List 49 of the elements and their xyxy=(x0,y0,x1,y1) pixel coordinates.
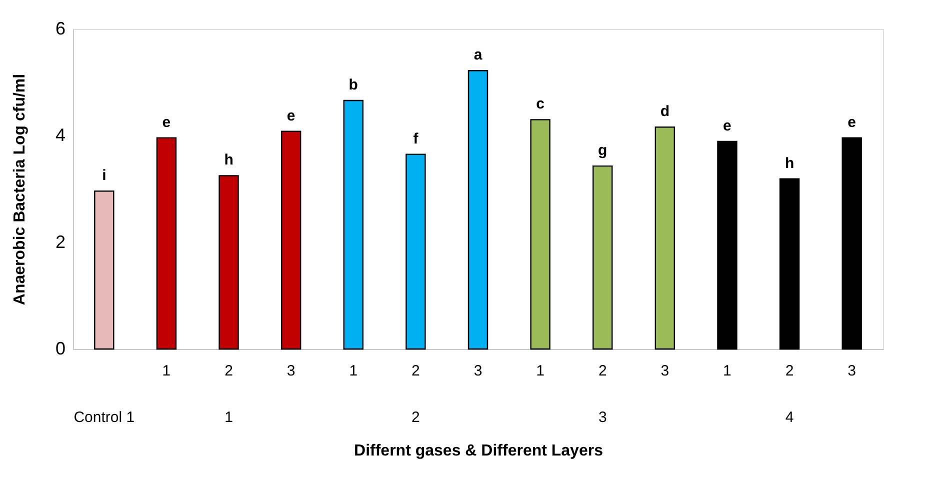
x-tick-label: 1 xyxy=(349,362,358,380)
text: 2 xyxy=(412,409,420,426)
data-label: c xyxy=(536,96,544,113)
data-label: g xyxy=(598,142,608,160)
bar xyxy=(779,178,800,350)
y-tick-label: 2 xyxy=(55,232,66,252)
data-label: b xyxy=(348,76,358,94)
text: 3 xyxy=(598,409,607,426)
data-label: e xyxy=(286,107,296,124)
x-tick-label: 2 xyxy=(785,362,794,380)
bar xyxy=(218,175,239,350)
x-tick-label: 3 xyxy=(286,362,296,380)
x-tick-label: 1 xyxy=(723,362,732,380)
bar xyxy=(468,70,488,350)
bar xyxy=(592,165,613,350)
x-tick-label: 2 xyxy=(412,362,420,380)
x-tick-label: 3 xyxy=(848,362,856,380)
y-axis-title: Anaerobic Bacteria Log cfu/ml xyxy=(11,74,28,306)
bar xyxy=(654,126,676,350)
data-label: h xyxy=(224,152,234,169)
y-tick-label: 6 xyxy=(55,18,66,38)
data-label: e xyxy=(723,118,732,135)
data-label: h xyxy=(784,154,794,172)
x-tick-label: 2 xyxy=(224,362,233,380)
data-label: a xyxy=(474,46,483,64)
x-tick-label: 1 xyxy=(162,362,171,380)
x-tick-label: 2 xyxy=(598,362,607,380)
data-label: e xyxy=(162,114,171,131)
bar xyxy=(280,130,302,350)
data-label: e xyxy=(848,114,856,131)
data-label: f xyxy=(413,130,420,148)
x-tick-label: 3 xyxy=(474,362,482,380)
bar xyxy=(717,140,738,350)
text: 1 xyxy=(224,409,233,426)
bar xyxy=(406,154,426,350)
bar xyxy=(156,137,177,350)
text: 4 xyxy=(785,409,794,426)
bar xyxy=(842,137,862,350)
bar xyxy=(94,190,114,350)
y-tick-label: 4 xyxy=(55,125,66,146)
text: Control 1 xyxy=(74,409,135,426)
y-tick-label: 0 xyxy=(55,338,66,358)
data-label: i xyxy=(102,167,106,184)
bar xyxy=(343,100,364,350)
x-axis-title: Differnt gases & Different Layers xyxy=(354,442,604,460)
data-label: d xyxy=(660,103,670,120)
x-tick-label: 3 xyxy=(660,362,670,380)
bar xyxy=(530,119,550,350)
x-tick-label: 1 xyxy=(536,362,544,380)
